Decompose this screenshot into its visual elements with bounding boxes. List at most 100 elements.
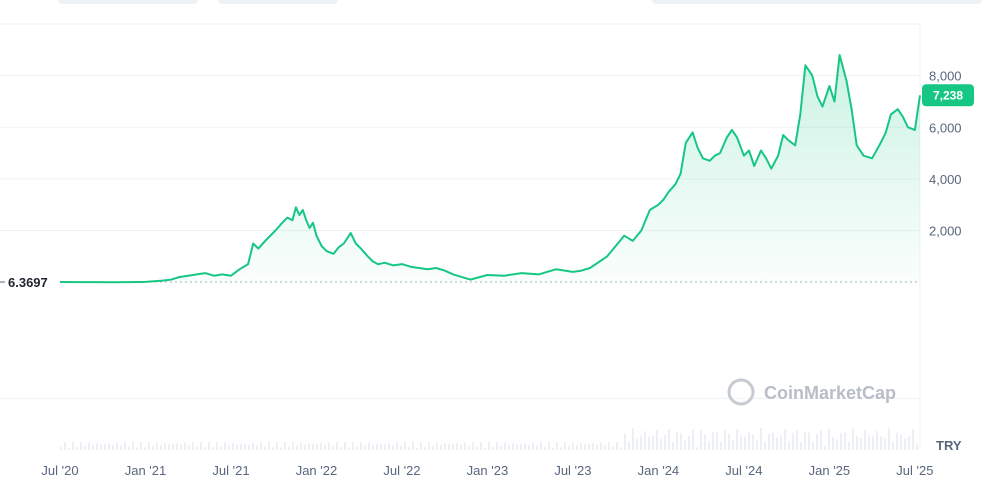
volume-bar (296, 445, 298, 450)
volume-bar (860, 437, 862, 450)
volume-bar (272, 447, 274, 450)
volume-bar (480, 442, 482, 450)
volume-bar (64, 442, 66, 450)
volume-bar (468, 445, 470, 450)
volume-bar (560, 447, 562, 450)
current-price-badge-bg (922, 84, 974, 107)
start-value-marker: 6.3697 (0, 275, 48, 290)
volume-bar (832, 436, 834, 450)
volume-bar (304, 444, 306, 450)
volume-bar (836, 439, 838, 450)
volume-bar (436, 442, 438, 450)
top-control-middle[interactable] (218, 0, 338, 4)
top-control-left[interactable] (58, 0, 198, 4)
volume-bar (392, 444, 394, 450)
volume-bar (772, 432, 774, 450)
volume-bar (72, 442, 74, 450)
top-control-right[interactable] (652, 0, 982, 4)
volume-bar (376, 443, 378, 450)
volume-bar (68, 447, 70, 450)
volume-bar (760, 428, 762, 450)
volume-bar (280, 447, 282, 450)
current-price-label: 7,238 (933, 88, 963, 102)
volume-bar (232, 442, 234, 450)
volume-bar (848, 441, 850, 450)
coinmarketcap-logo-icon (727, 378, 755, 406)
volume-bar (668, 429, 670, 450)
volume-bar (96, 443, 98, 450)
volume-bar (816, 433, 818, 450)
volume-bar (208, 442, 210, 450)
volume-bar (764, 441, 766, 450)
volume-bar (888, 428, 890, 450)
volume-bar (536, 445, 538, 450)
volume-bar (124, 442, 126, 450)
volume-bar (528, 444, 530, 450)
volume-bar (596, 444, 598, 450)
volume-bar (192, 442, 194, 450)
volume-bar (632, 428, 634, 450)
volume-bar (136, 447, 138, 450)
volume-bar (464, 442, 466, 450)
volume-bar (212, 447, 214, 450)
volume-bar (108, 443, 110, 450)
volume-bar (600, 442, 602, 450)
volume-bar (380, 443, 382, 450)
volume-bar (752, 434, 754, 450)
volume-bar (80, 442, 82, 450)
volume-bar (868, 436, 870, 450)
volume-bar (812, 442, 814, 450)
volume-bar (172, 443, 174, 450)
volume-bar (156, 442, 158, 450)
volume-bar (584, 444, 586, 450)
volume-bar (240, 443, 242, 450)
x-tick-label: Jul '20 (41, 463, 78, 478)
volume-bar (220, 446, 222, 450)
volume-bar (712, 432, 714, 450)
volume-bar (140, 442, 142, 450)
volume-bar (268, 442, 270, 450)
x-tick-label: Jan '23 (467, 463, 509, 478)
volume-bar (300, 442, 302, 450)
volume-bar (684, 440, 686, 450)
volume-bar (160, 445, 162, 450)
volume-bar (404, 442, 406, 450)
volume-bar (400, 445, 402, 450)
x-tick-label: Jul '23 (554, 463, 591, 478)
volume-bar (424, 446, 426, 450)
volume-bar (492, 446, 494, 450)
volume-bar (864, 429, 866, 450)
volume-bar (168, 444, 170, 450)
volume-bar (508, 444, 510, 450)
volume-bar (252, 442, 254, 450)
volume-bar (164, 442, 166, 450)
x-tick-label: Jan '22 (296, 463, 338, 478)
volume-bar (228, 445, 230, 450)
volume-bar (520, 443, 522, 450)
volume-bar (216, 442, 218, 450)
y-tick-label: 8,000 (929, 69, 962, 84)
volume-bar (788, 441, 790, 450)
volume-bar (568, 446, 570, 450)
volume-bar (776, 437, 778, 450)
volume-bar (144, 447, 146, 450)
x-tick-label: Jul '24 (725, 463, 762, 478)
volume-bar (896, 432, 898, 450)
volume-bar (128, 446, 130, 450)
volume-bar (908, 436, 910, 450)
volume-bar (704, 434, 706, 450)
volume-bar (804, 431, 806, 450)
volume-bar (784, 429, 786, 450)
volume-bar (60, 446, 62, 450)
volume-bar (100, 444, 102, 450)
volume-bar (708, 441, 710, 450)
volume-bar (604, 445, 606, 450)
volume-bar (844, 432, 846, 450)
volume-bar (556, 442, 558, 450)
volume-bar (648, 436, 650, 450)
volume-bar (504, 442, 506, 450)
volume-bar (336, 442, 338, 450)
volume-bar (148, 442, 150, 450)
volume-bar (292, 442, 294, 450)
